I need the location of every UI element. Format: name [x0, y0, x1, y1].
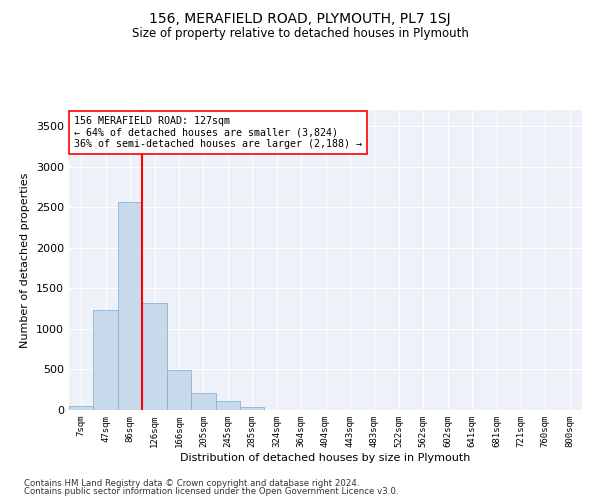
Text: Contains HM Land Registry data © Crown copyright and database right 2024.: Contains HM Land Registry data © Crown c…	[24, 478, 359, 488]
Text: 156, MERAFIELD ROAD, PLYMOUTH, PL7 1SJ: 156, MERAFIELD ROAD, PLYMOUTH, PL7 1SJ	[149, 12, 451, 26]
X-axis label: Distribution of detached houses by size in Plymouth: Distribution of detached houses by size …	[181, 452, 470, 462]
Bar	[142, 303, 167, 410]
Bar	[167, 370, 191, 410]
Text: Contains public sector information licensed under the Open Government Licence v3: Contains public sector information licen…	[24, 487, 398, 496]
Bar	[69, 406, 94, 410]
Bar	[94, 310, 118, 410]
Bar	[215, 400, 240, 410]
Bar	[118, 202, 142, 410]
Y-axis label: Number of detached properties: Number of detached properties	[20, 172, 31, 348]
Text: Size of property relative to detached houses in Plymouth: Size of property relative to detached ho…	[131, 28, 469, 40]
Bar	[240, 407, 265, 410]
Text: 156 MERAFIELD ROAD: 127sqm
← 64% of detached houses are smaller (3,824)
36% of s: 156 MERAFIELD ROAD: 127sqm ← 64% of deta…	[74, 116, 362, 149]
Bar	[191, 392, 215, 410]
